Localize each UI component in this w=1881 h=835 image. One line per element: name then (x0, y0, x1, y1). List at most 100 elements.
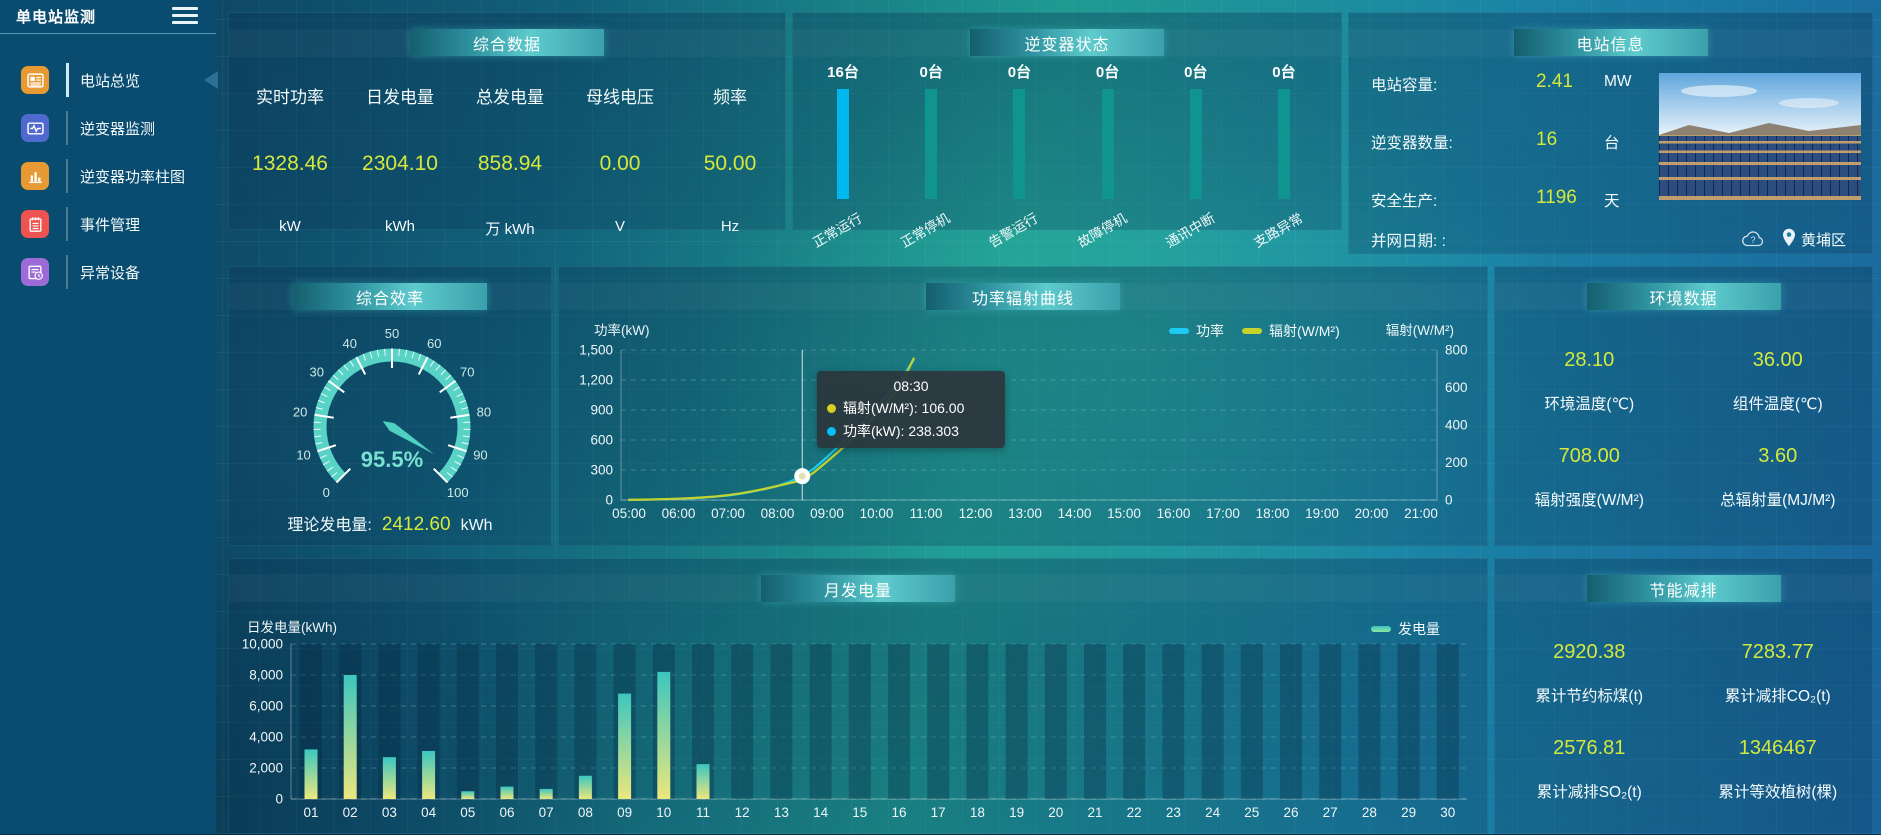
status-bar[interactable] (837, 89, 849, 199)
status-label: 正常停机 (896, 207, 953, 251)
status-bar[interactable] (1190, 89, 1202, 199)
hamburger-menu-icon[interactable] (172, 7, 198, 24)
svg-text:2,000: 2,000 (249, 761, 283, 776)
inverter-monitor-icon (21, 114, 49, 142)
svg-text:06:00: 06:00 (662, 506, 696, 521)
svg-text:0: 0 (323, 485, 330, 500)
metric-unit: 万 kWh (485, 218, 534, 239)
svg-text:04: 04 (421, 805, 437, 820)
svg-text:1,500: 1,500 (579, 343, 613, 358)
svg-text:10:00: 10:00 (860, 506, 894, 521)
svg-text:900: 900 (590, 403, 613, 418)
sidebar-item-inverter-power-bars[interactable]: 逆变器功率柱图 (0, 152, 216, 200)
svg-text:600: 600 (590, 433, 613, 448)
svg-text:29: 29 (1401, 805, 1416, 820)
metric-label: 母线电压 (586, 83, 654, 108)
status-label: 正常运行 (808, 207, 865, 251)
sidebar-item-label: 异常设备 (80, 262, 140, 283)
status-count: 0台 (1096, 61, 1119, 82)
svg-text:30: 30 (310, 364, 324, 379)
tooltip-row: 功率(kW): 238.303 (827, 421, 995, 441)
metric-value: 858.94 (478, 152, 542, 176)
svg-text:08: 08 (578, 805, 593, 820)
panel-title: 综合数据 (410, 29, 604, 56)
svg-text:600: 600 (1445, 380, 1468, 395)
status-label: 告警运行 (985, 207, 1042, 251)
status-count: 0台 (920, 61, 943, 82)
svg-text:03: 03 (382, 805, 397, 820)
svg-text:28: 28 (1362, 805, 1377, 820)
metric-value: 50.00 (704, 152, 757, 176)
svg-text:20: 20 (1048, 805, 1063, 820)
footer-value: 2412.60 (382, 514, 451, 536)
svg-text:23: 23 (1166, 805, 1181, 820)
svg-text:14:00: 14:00 (1058, 506, 1092, 521)
svg-text:8,000: 8,000 (249, 668, 283, 683)
svg-text:18:00: 18:00 (1256, 506, 1290, 521)
sidebar-item-label: 电站总览 (80, 70, 140, 91)
svg-text:22: 22 (1127, 805, 1142, 820)
svg-text:17:00: 17:00 (1206, 506, 1240, 521)
inverter-status-col: 16台正常运行 (811, 61, 875, 243)
svg-text:20: 20 (293, 404, 307, 419)
stat-label: 累计节约标煤(t) (1535, 684, 1643, 706)
sidebar-item-abnormal-devices[interactable]: 异常设备 (0, 248, 216, 296)
theoretical-generation: 理论发电量: 2412.60 kWh (229, 511, 551, 536)
sidebar-item-event-management[interactable]: 事件管理 (0, 200, 216, 248)
inverter-status-col: 0台故障停机 (1076, 61, 1140, 243)
stat-value: 7283.77 (1742, 641, 1814, 664)
svg-text:1,200: 1,200 (579, 373, 613, 388)
status-bar[interactable] (1278, 89, 1290, 199)
svg-text:10: 10 (296, 448, 310, 463)
status-label: 通讯中断 (1161, 207, 1218, 251)
svg-text:?: ? (1750, 235, 1755, 245)
sidebar-collapse-arrow[interactable] (204, 71, 218, 89)
svg-text:07: 07 (539, 805, 554, 820)
svg-text:0: 0 (275, 792, 283, 807)
svg-text:06: 06 (499, 805, 514, 820)
svg-text:90: 90 (473, 448, 487, 463)
svg-text:16: 16 (891, 805, 906, 820)
stat-label: 累计减排SO₂(t) (1537, 780, 1642, 802)
svg-text:300: 300 (590, 463, 613, 478)
status-bar[interactable] (1013, 89, 1025, 199)
status-label: 支路异常 (1249, 207, 1306, 251)
stat-value: 28.10 (1564, 349, 1614, 372)
metric-value: 0.00 (600, 152, 641, 176)
info-value: 1196 (1536, 187, 1577, 209)
item-divider (66, 255, 68, 289)
item-divider (66, 207, 68, 241)
location-name[interactable]: 黄埔区 (1801, 229, 1846, 250)
info-value: 2.41 (1536, 71, 1573, 93)
weather-cloud-icon[interactable]: ? (1741, 230, 1766, 252)
series-dot (827, 427, 836, 436)
svg-text:4,000: 4,000 (249, 730, 283, 745)
sidebar-item-inverter-monitor[interactable]: 逆变器监测 (0, 104, 216, 152)
metric-unit: V (615, 218, 625, 235)
active-indicator (66, 63, 69, 97)
panel-title: 环境数据 (1587, 283, 1781, 310)
bar-chart-icon (21, 162, 49, 190)
svg-text:17: 17 (931, 805, 946, 820)
stat-label: 组件温度(℃) (1733, 392, 1823, 414)
svg-text:05: 05 (460, 805, 475, 820)
sidebar-item-station-overview[interactable]: 电站总览 (0, 56, 216, 104)
svg-text:100: 100 (447, 485, 469, 500)
notebook-icon (21, 210, 49, 238)
location-pin-icon[interactable] (1782, 228, 1796, 252)
metric-label: 总发电量 (476, 83, 544, 108)
stat-value: 3.60 (1758, 445, 1797, 468)
svg-text:30: 30 (1440, 805, 1455, 820)
sidebar: 单电站监测 电站总览 逆变器监测 (0, 0, 216, 834)
svg-text:15: 15 (852, 805, 867, 820)
status-bar[interactable] (925, 89, 937, 199)
app-title: 单电站监测 (16, 6, 96, 27)
status-bar[interactable] (1102, 89, 1114, 199)
svg-text:11:00: 11:00 (910, 506, 943, 521)
